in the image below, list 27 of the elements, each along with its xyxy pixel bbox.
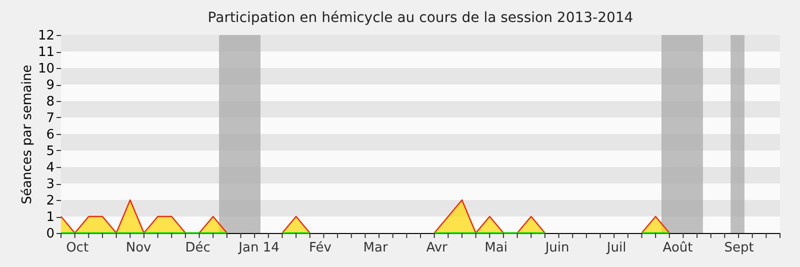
x-tick-label: Juin [544,240,570,256]
x-tick-label: Déc [185,240,210,256]
y-tick-label: 2 [46,194,54,208]
x-tick-label: Août [662,240,693,256]
y-tick-label: 10 [38,62,54,76]
y-tick-label: 6 [46,128,54,142]
y-tick-label: 1 [46,210,54,225]
x-tick-label: Sept [724,240,754,256]
x-tick-label: Mar [363,240,388,256]
y-tick-label: 8 [46,94,54,110]
y-tick-label: 11 [38,45,54,60]
y-tick-label: 4 [46,160,54,176]
chart-title: Participation en hémicycle au cours de la session 2013-2014 [208,10,634,26]
x-tick-label: Juil [606,240,626,256]
x-tick-label: Fév [309,240,332,256]
y-tick-label: 0 [46,226,54,242]
y-tick-label: 7 [46,111,54,126]
y-axis-title: Séances par semaine [20,64,35,204]
y-tick-label: 9 [46,78,54,93]
y-tick-label: 5 [46,144,54,159]
x-tick-label: Avr [426,240,448,256]
x-tick-label: Mai [484,240,508,256]
x-tick-label: Nov [126,240,152,256]
x-tick-label: Jan 14 [238,240,280,256]
y-tick-label: 3 [46,177,54,192]
x-tick-label: Oct [66,240,89,256]
y-tick-label: 12 [38,28,54,44]
